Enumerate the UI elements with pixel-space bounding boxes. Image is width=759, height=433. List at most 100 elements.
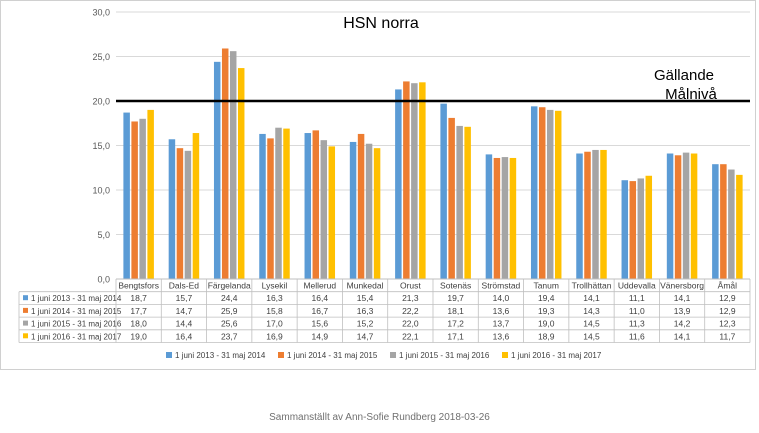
category-label: Vänersborg xyxy=(660,281,704,291)
category-label: Strömstad xyxy=(482,281,521,291)
legend-swatch xyxy=(390,352,396,358)
bar xyxy=(440,103,447,279)
data-value-label: 15,7 xyxy=(176,293,193,303)
data-value-label: 14,0 xyxy=(493,293,510,303)
category-label: Uddevalla xyxy=(618,281,656,291)
bar xyxy=(411,83,418,279)
chart-title: HSN norra xyxy=(343,15,419,32)
bar xyxy=(736,174,743,279)
category-label: Orust xyxy=(400,281,421,291)
bar xyxy=(629,181,637,279)
legend-label: 1 juni 2015 - 31 maj 2016 xyxy=(399,351,490,360)
data-value-label: 11,6 xyxy=(629,331,645,341)
data-value-label: 12,3 xyxy=(719,319,736,329)
data-value-label: 14,1 xyxy=(674,331,691,341)
data-value-label: 14,2 xyxy=(674,319,691,329)
bar xyxy=(456,125,463,279)
data-value-label: 17,7 xyxy=(130,306,147,316)
data-value-label: 11,0 xyxy=(629,306,645,316)
bar xyxy=(283,128,290,279)
bar xyxy=(328,146,336,279)
category-label: Bengtsfors xyxy=(118,281,159,291)
legend: 1 juni 2013 - 31 maj 2014 1 juni 2014 - 3… xyxy=(166,351,602,360)
bar xyxy=(554,110,562,279)
data-value-label: 14,1 xyxy=(674,293,691,303)
legend-label: 1 juni 2014 - 31 maj 2015 xyxy=(287,351,378,360)
bar xyxy=(682,152,690,279)
category-label: Trollhättan xyxy=(572,281,612,291)
category-label: Sotenäs xyxy=(440,281,471,291)
bar xyxy=(600,149,607,279)
data-value-label: 11,1 xyxy=(629,293,645,303)
data-value-label: 14,4 xyxy=(176,319,193,329)
chart-svg: 0,0 5,0 10,0 15,0 20,0 25,0 30,0 Bengtsfors Dal… xyxy=(18,8,751,360)
bar xyxy=(237,68,245,279)
table-legend-key xyxy=(23,307,28,313)
legend-label: 1 juni 2016 - 31 maj 2017 xyxy=(511,351,602,360)
data-value-label: 19,0 xyxy=(130,331,147,341)
data-value-label: 16,4 xyxy=(312,293,329,303)
bar xyxy=(509,157,517,279)
bar xyxy=(712,164,719,279)
bar xyxy=(419,82,426,279)
bar xyxy=(621,180,629,279)
bar xyxy=(666,153,674,279)
bar xyxy=(275,127,282,279)
y-tick-label: 5,0 xyxy=(97,230,110,240)
bar xyxy=(690,153,698,279)
data-value-label: 21,3 xyxy=(402,293,419,303)
bar xyxy=(584,151,591,279)
table-legend-key xyxy=(23,320,28,326)
bar xyxy=(192,133,200,279)
bar xyxy=(139,118,146,279)
data-value-label: 18,7 xyxy=(130,293,147,303)
data-value-label: 13,7 xyxy=(493,319,510,329)
data-value-label: 18,0 xyxy=(130,319,147,329)
data-value-label: 12,9 xyxy=(719,293,736,303)
data-value-label: 16,9 xyxy=(266,331,283,341)
data-value-label: 14,1 xyxy=(583,293,600,303)
table-series-name: 1 juni 2015 - 31 maj 2016 xyxy=(31,320,122,329)
data-table: Bengtsfors Dals-Ed Färgelanda Lysekil Meller… xyxy=(18,278,751,343)
data-value-label: 19,7 xyxy=(447,293,464,303)
data-value-label: 15,6 xyxy=(312,319,329,329)
bar xyxy=(576,153,583,279)
bar xyxy=(312,130,320,279)
data-value-label: 24,4 xyxy=(221,293,238,303)
data-value-label: 14,5 xyxy=(583,319,600,329)
data-value-label: 15,2 xyxy=(357,319,374,329)
data-value-label: 18,1 xyxy=(447,306,464,316)
data-value-label: 22,0 xyxy=(402,319,419,329)
bar xyxy=(221,48,229,279)
data-value-label: 15,4 xyxy=(357,293,374,303)
y-tick-label: 0,0 xyxy=(97,275,110,285)
category-label: Åmål xyxy=(718,281,737,291)
target-label-line2: Målnivå xyxy=(665,86,717,103)
data-value-label: 17,0 xyxy=(266,319,283,329)
category-label: Dals-Ed xyxy=(169,281,200,291)
y-tick-label: 15,0 xyxy=(92,141,110,151)
data-value-label: 15,8 xyxy=(266,306,283,316)
bar xyxy=(674,155,682,279)
data-value-label: 22,1 xyxy=(402,331,419,341)
bar xyxy=(485,154,493,279)
data-value-label: 16,7 xyxy=(312,306,329,316)
bar xyxy=(493,157,501,279)
data-value-label: 23,7 xyxy=(221,331,238,341)
data-value-label: 18,9 xyxy=(538,331,555,341)
data-value-label: 14,3 xyxy=(583,306,600,316)
bar xyxy=(538,107,546,279)
data-value-label: 11,7 xyxy=(719,331,735,341)
bar xyxy=(304,133,312,279)
category-label: Mellerud xyxy=(303,281,336,291)
data-value-label: 19,4 xyxy=(538,293,555,303)
bar xyxy=(320,140,328,279)
bar xyxy=(448,117,455,279)
data-value-label: 13,9 xyxy=(674,306,691,316)
legend-label: 1 juni 2013 - 31 maj 2014 xyxy=(175,351,266,360)
table-series-name: 1 juni 2016 - 31 maj 2017 xyxy=(31,332,122,341)
bar xyxy=(720,164,727,279)
bar xyxy=(229,51,237,279)
data-value-label: 19,0 xyxy=(538,319,555,329)
table-legend-key xyxy=(23,333,28,339)
